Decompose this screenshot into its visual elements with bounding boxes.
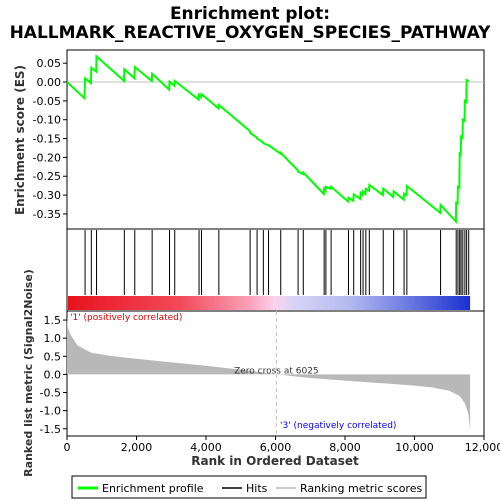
x-tick-label: 6,000 <box>260 441 292 454</box>
metric-tick-label: 1.5 <box>44 314 62 327</box>
x-tick-label: 12,000 <box>465 441 500 454</box>
x-tick-label: 10,000 <box>395 441 434 454</box>
hits-panel <box>66 228 485 312</box>
x-tick-label: 8,000 <box>329 441 361 454</box>
chart-title-line2: HALLMARK_REACTIVE_OXYGEN_SPECIES_PATHWAY <box>10 23 492 43</box>
es-panel: 0.05 0.00 -0.05 -0.10 -0.15 -0.20 -0.25 -0.30 -0… <box>13 49 485 230</box>
es-tick-label: -0.05 <box>33 95 61 108</box>
es-tick-label: 0.00 <box>37 76 62 89</box>
metric-tick-label: 1.0 <box>44 332 62 345</box>
es-tick-label: -0.15 <box>33 133 61 146</box>
legend-box <box>71 475 427 499</box>
es-tick-label: -0.20 <box>33 151 61 164</box>
zero-cross-label: Zero cross at 6025 <box>234 366 319 376</box>
x-tick-label: 0 <box>64 441 71 454</box>
x-tick-label: 2,000 <box>121 441 153 454</box>
metric-y-axis-label: Ranked list metric (Signal2Noise) <box>22 269 35 477</box>
metric-tick-label: 0.5 <box>44 350 62 363</box>
metric-tick-label: -0.5 <box>40 387 61 400</box>
es-tick-label: -0.25 <box>33 170 61 183</box>
es-tick-label: -0.10 <box>33 114 61 127</box>
es-panel-frame <box>66 49 485 230</box>
es-tick-label: -0.35 <box>33 208 61 221</box>
metric-panel: 1.5 1.0 0.5 0.0 -0.5 -1.0 -1.5 Zero cross at 6… <box>22 269 485 477</box>
es-tick-label: 0.05 <box>37 57 62 70</box>
negatively-correlated-label: '3' (negatively correlated) <box>280 421 396 431</box>
legend-label-enrichment-profile: Enrichment profile <box>102 482 204 495</box>
metric-tick-label: 0.0 <box>44 368 62 381</box>
enrichment-profile-line <box>66 54 470 225</box>
es-y-axis-label: Enrichment score (ES) <box>13 65 27 215</box>
legend: Enrichment profile Hits Ranking metric s… <box>71 475 427 499</box>
x-axis-ticks: 0 2,000 4,000 6,000 8,000 10,000 12,000 <box>64 436 500 454</box>
metric-y-ticks: 1.5 1.0 0.5 0.0 -0.5 -1.0 -1.5 <box>40 314 67 436</box>
positively-correlated-label: '1' (positively correlated) <box>70 313 182 323</box>
metric-tick-label: -1.5 <box>40 423 61 436</box>
metric-tick-label: -1.0 <box>40 405 61 418</box>
legend-label-hits: Hits <box>246 482 268 495</box>
legend-label-ranking-metric: Ranking metric scores <box>300 482 422 495</box>
chart-title-line1: Enrichment plot: <box>170 4 330 24</box>
x-tick-label: 4,000 <box>190 441 222 454</box>
x-axis-label: Rank in Ordered Dataset <box>191 454 359 468</box>
ranking-metric-area <box>67 316 471 431</box>
es-y-ticks: 0.05 0.00 -0.05 -0.10 -0.15 -0.20 -0.25 -0.30 -0… <box>33 57 67 221</box>
ranked-list-color-bar <box>68 296 471 310</box>
es-tick-label: -0.30 <box>33 189 61 202</box>
